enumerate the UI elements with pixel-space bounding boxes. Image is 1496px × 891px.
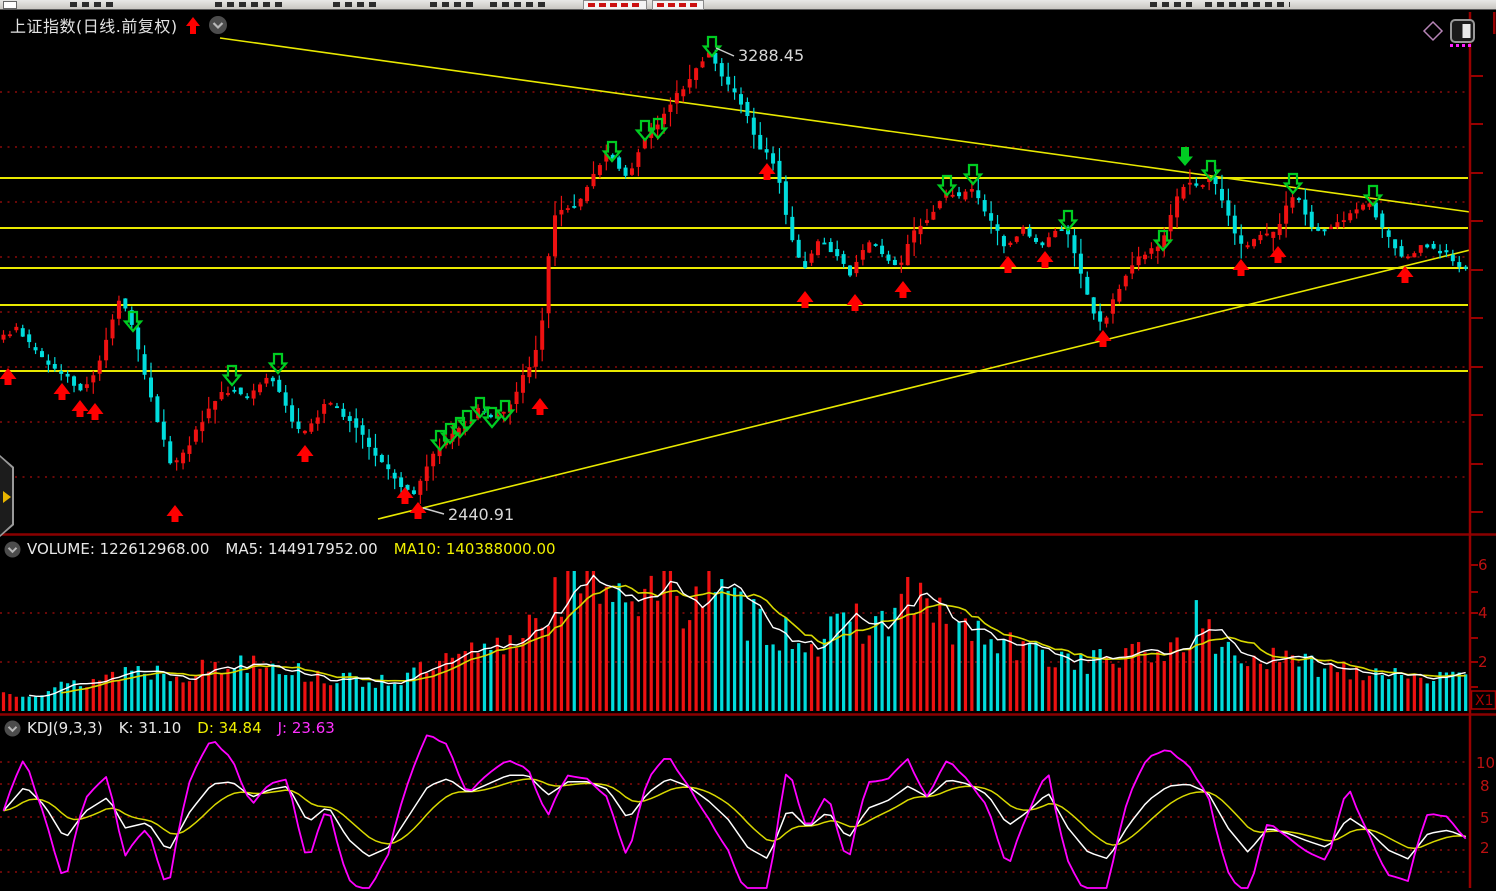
magenta-dots-indicator bbox=[1450, 44, 1471, 47]
split-window-icon-fill bbox=[1462, 24, 1471, 38]
kdj-axis-label: 10 bbox=[1476, 754, 1495, 772]
chart-title-bar: 上证指数(日线.前复权) bbox=[10, 13, 228, 37]
kdj-axis-label: 5 bbox=[1480, 809, 1490, 827]
left-panel-expand-tab[interactable] bbox=[0, 455, 14, 537]
volume-ma5-value: MA5: 144917952.00 bbox=[225, 540, 378, 558]
vol-multiplier-label: X1 bbox=[1475, 693, 1494, 709]
kdj-header: KDJ(9,3,3) K: 31.10 D: 34.84 J: 23.63 bbox=[4, 719, 335, 737]
volume-ma10-value: MA10: 140388000.00 bbox=[393, 540, 556, 558]
collapse-volume-icon[interactable] bbox=[4, 541, 21, 558]
symbol-title: 上证指数(日线.前复权) bbox=[10, 17, 178, 36]
vol-axis-label: 6 bbox=[1478, 556, 1488, 574]
menu-bar[interactable] bbox=[0, 0, 1496, 10]
collapse-title-icon[interactable] bbox=[208, 15, 228, 35]
main-candlestick-pane[interactable] bbox=[0, 35, 1483, 522]
diamond-tool-icon[interactable] bbox=[1422, 20, 1444, 42]
kdj-k-value: K: 31.10 bbox=[118, 719, 182, 737]
menu-hot-button[interactable] bbox=[652, 0, 704, 10]
volume-pane[interactable] bbox=[0, 564, 1478, 711]
menu-item-fragment[interactable] bbox=[430, 2, 475, 7]
up-arrow-icon[interactable] bbox=[185, 16, 201, 35]
volume-header: VOLUME: 122612968.00 MA5: 144917952.00 M… bbox=[4, 540, 556, 558]
kdj-axis-label: 2 bbox=[1480, 839, 1490, 857]
kdj-axis-label: 8 bbox=[1480, 777, 1490, 795]
menu-item-fragment[interactable] bbox=[215, 2, 287, 7]
expand-right-icon bbox=[3, 491, 11, 503]
menu-item-fragment[interactable] bbox=[1150, 2, 1192, 7]
volume-value: VOLUME: 122612968.00 bbox=[27, 540, 210, 558]
kdj-name: KDJ(9,3,3) bbox=[27, 719, 103, 737]
menu-item-fragment[interactable] bbox=[490, 2, 545, 7]
right-edge-line bbox=[1493, 12, 1496, 34]
kdj-d-value: D: 34.84 bbox=[197, 719, 262, 737]
menu-system-icon[interactable] bbox=[3, 1, 17, 9]
kdj-pane[interactable] bbox=[0, 734, 1468, 889]
menu-item-fragment[interactable] bbox=[333, 2, 379, 7]
menu-item-fragment[interactable] bbox=[1205, 2, 1290, 7]
menu-hot-button[interactable] bbox=[583, 0, 647, 10]
collapse-kdj-icon[interactable] bbox=[4, 720, 21, 737]
vol-axis-label: 2 bbox=[1478, 653, 1488, 671]
vol-axis-label: 4 bbox=[1478, 604, 1488, 622]
low-label-leader bbox=[422, 507, 445, 515]
menu-item-fragment[interactable] bbox=[70, 2, 116, 7]
kdj-j-value: J: 23.63 bbox=[277, 719, 335, 737]
low-price-label: 2440.91 bbox=[448, 505, 514, 524]
high-label-leader bbox=[715, 47, 735, 57]
high-price-label: 3288.45 bbox=[738, 46, 804, 65]
